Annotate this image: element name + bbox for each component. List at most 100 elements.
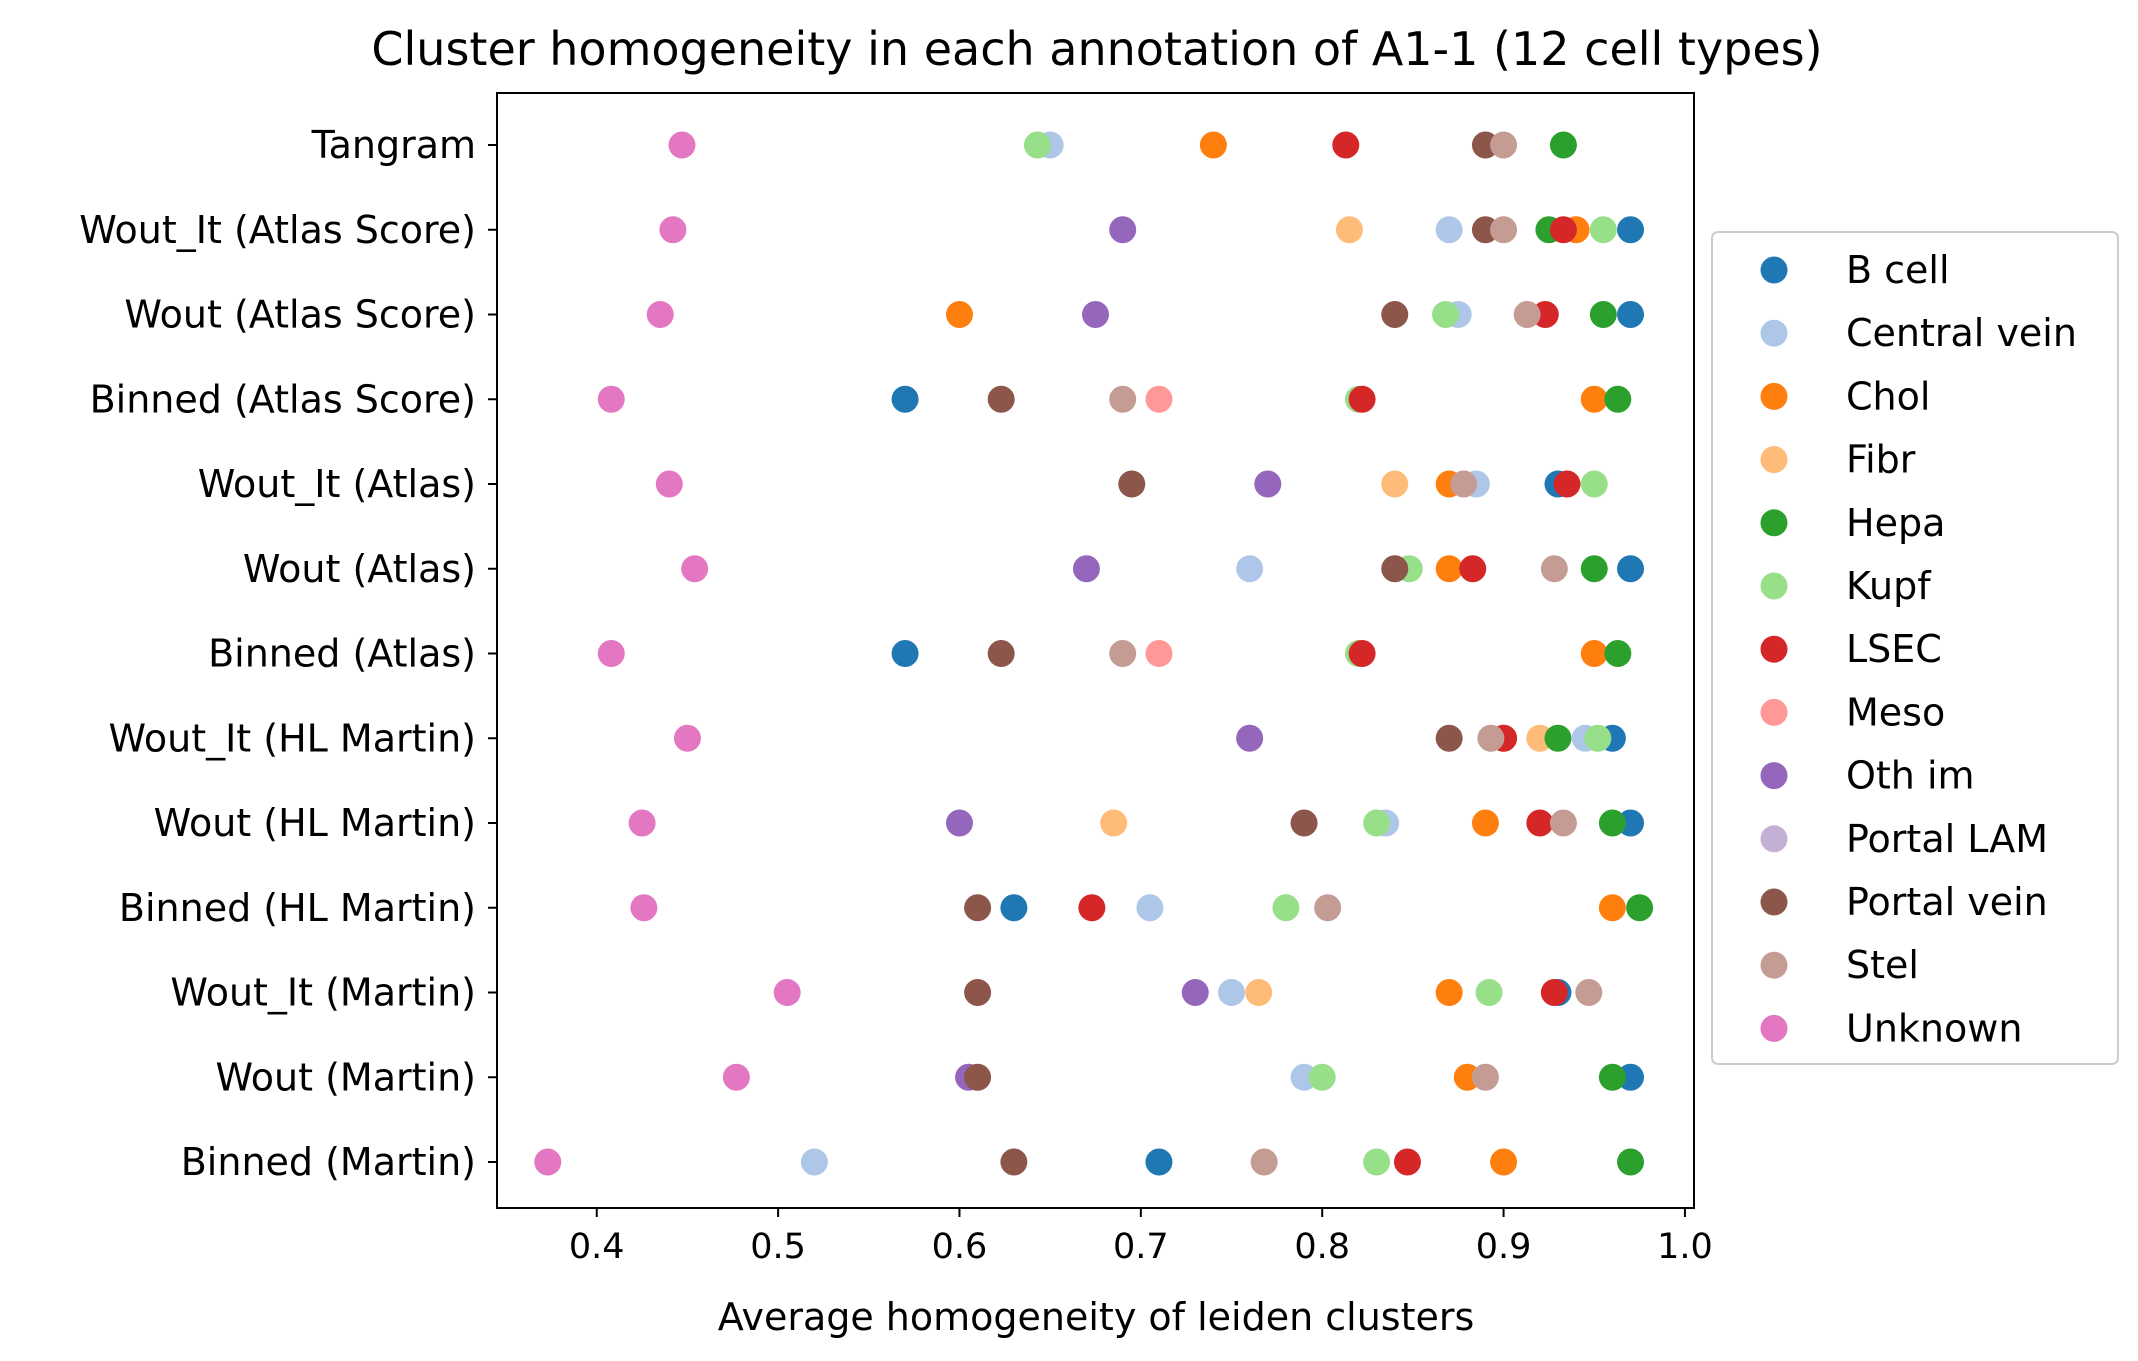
point-hepa	[1580, 555, 1608, 583]
point-kupf	[1363, 809, 1391, 837]
legend-marker-central-vein	[1760, 319, 1788, 347]
legend-marker-unknown	[1760, 1014, 1788, 1042]
x-axis: 0.4 0.5 0.6 0.7 0.8 0.9 1.0	[569, 1208, 1713, 1267]
x-tick-label: 0.8	[1294, 1227, 1350, 1267]
point-hepa	[1589, 301, 1617, 328]
point-b-cell	[891, 385, 919, 413]
point-stel	[1109, 385, 1137, 413]
point-unknown	[646, 301, 674, 328]
point-chol	[1580, 385, 1608, 413]
x-axis-label: Average homogeneity of leiden clusters	[718, 1295, 1475, 1339]
point-portal-vein	[964, 979, 992, 1006]
point-kupf	[1363, 1148, 1391, 1176]
y-tick-label: Wout (HL Martin)	[154, 801, 476, 845]
point-chol	[1598, 894, 1626, 922]
point-unknown	[534, 1148, 562, 1176]
point-portal-vein	[1381, 301, 1409, 328]
y-tick-label: Binned (HL Martin)	[119, 886, 476, 930]
legend-label: Kupf	[1846, 564, 1932, 608]
y-tick-label: Binned (Atlas Score)	[90, 377, 476, 421]
x-tick-label: 0.5	[750, 1227, 806, 1267]
point-stel	[1471, 1063, 1499, 1091]
point-unknown	[597, 640, 625, 667]
point-portal-vein	[1000, 1148, 1028, 1176]
point-kupf	[1432, 301, 1460, 328]
point-unknown	[722, 1063, 750, 1091]
point-oth-im	[945, 809, 973, 837]
point-b-cell	[891, 640, 919, 667]
point-chol	[1471, 809, 1499, 837]
point-oth-im	[1109, 216, 1137, 244]
legend-marker-stel	[1760, 951, 1788, 979]
legend: B cell Central vein Chol Fibr Hepa Kupf LSEC Me…	[1711, 231, 2119, 1065]
legend-label: Fibr	[1846, 438, 1916, 482]
point-stel	[1109, 640, 1137, 667]
point-unknown	[630, 894, 658, 922]
legend-label: Oth im	[1846, 754, 1975, 798]
legend-label: Meso	[1846, 690, 1945, 734]
point-central-vein	[1435, 216, 1463, 244]
point-hepa	[1544, 724, 1572, 752]
y-tick-label: Wout_It (Atlas)	[198, 462, 476, 506]
point-oth-im	[1181, 979, 1209, 1006]
y-tick-label: Wout (Martin)	[215, 1055, 476, 1099]
legend-marker-chol	[1760, 382, 1788, 410]
point-b-cell	[1000, 894, 1028, 922]
y-tick-label: Wout (Atlas Score)	[124, 293, 476, 337]
point-portal-vein	[1435, 724, 1463, 752]
point-kupf	[1475, 979, 1503, 1006]
legend-label: LSEC	[1846, 627, 1942, 671]
point-chol	[1580, 640, 1608, 667]
legend-label: Central vein	[1846, 311, 2077, 355]
y-tick-label: Binned (Martin)	[181, 1140, 476, 1184]
point-hepa	[1598, 809, 1626, 837]
point-unknown	[628, 809, 656, 837]
y-tick-label: Wout_It (HL Martin)	[109, 716, 476, 760]
legend-label: B cell	[1846, 248, 1950, 292]
legend-marker-portal-vein	[1760, 888, 1788, 916]
legend-label: Chol	[1846, 374, 1930, 418]
legend-label: Hepa	[1846, 501, 1945, 545]
point-lsec	[1332, 131, 1360, 159]
point-stel	[1490, 216, 1518, 244]
point-fibr	[1245, 979, 1273, 1006]
point-central-vein	[1218, 979, 1246, 1006]
legend-marker-hepa	[1760, 509, 1788, 537]
point-kupf	[1580, 470, 1608, 498]
point-hepa	[1604, 385, 1632, 413]
point-b-cell	[1617, 216, 1645, 244]
point-stel	[1450, 470, 1478, 498]
x-tick-label: 0.4	[569, 1227, 625, 1267]
point-stel	[1513, 301, 1541, 328]
point-hepa	[1598, 1063, 1626, 1091]
point-central-vein	[800, 1148, 828, 1176]
point-lsec	[1553, 470, 1581, 498]
point-stel	[1490, 131, 1518, 159]
point-unknown	[659, 216, 687, 244]
point-lsec	[1348, 640, 1376, 667]
legend-label: Stel	[1846, 943, 1919, 987]
x-tick-label: 0.9	[1476, 1227, 1532, 1267]
x-tick-label: 1.0	[1657, 1227, 1713, 1267]
point-fibr	[1381, 470, 1409, 498]
point-stel	[1549, 809, 1577, 837]
point-lsec	[1459, 555, 1487, 583]
point-portal-vein	[987, 385, 1015, 413]
legend-marker-kupf	[1760, 572, 1788, 600]
point-b-cell	[1617, 301, 1645, 328]
y-tick-label: Wout_It (Martin)	[170, 971, 476, 1015]
chart-title: Cluster homogeneity in each annotation o…	[371, 22, 1822, 76]
point-stel	[1477, 724, 1505, 752]
point-portal-vein	[964, 894, 992, 922]
y-axis: Tangram Wout_It (Atlas Score) Wout (Atlas …	[79, 123, 497, 1184]
point-hepa	[1617, 1148, 1645, 1176]
point-central-vein	[1236, 555, 1264, 583]
point-kupf	[1023, 131, 1051, 159]
point-portal-vein	[964, 1063, 992, 1091]
point-stel	[1250, 1148, 1278, 1176]
point-hepa	[1626, 894, 1654, 922]
legend-label: Unknown	[1846, 1006, 2022, 1050]
point-b-cell	[1145, 1148, 1173, 1176]
point-oth-im	[1236, 724, 1264, 752]
